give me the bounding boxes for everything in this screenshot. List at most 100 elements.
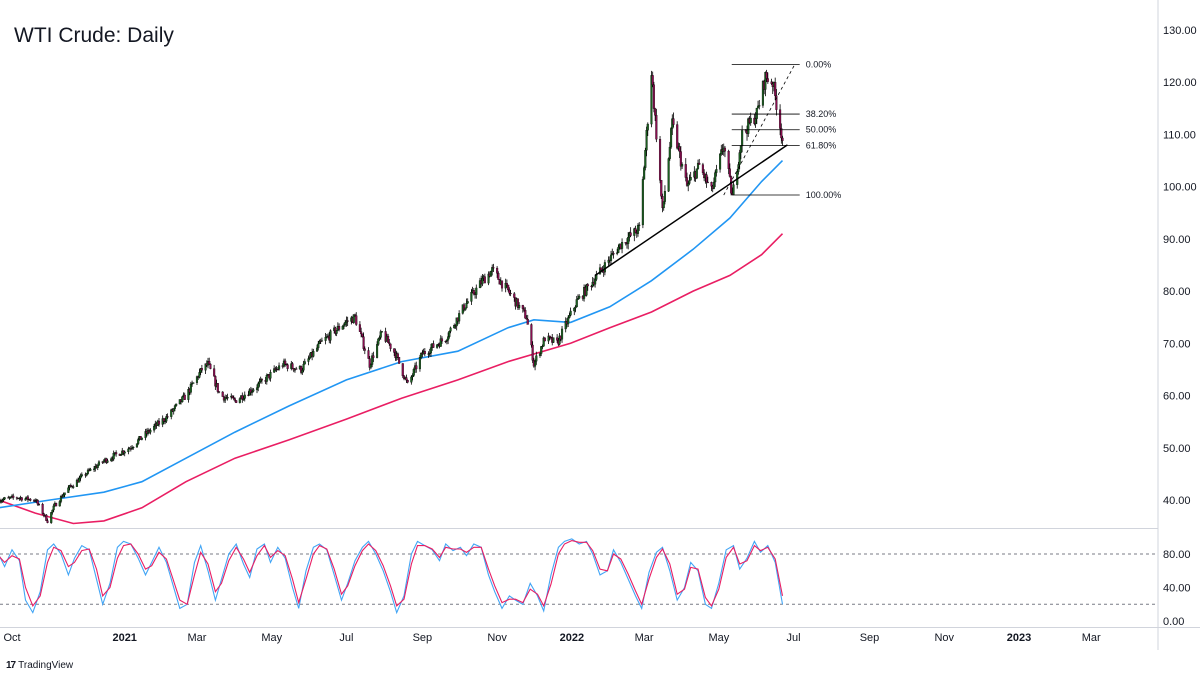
- candle-body: [37, 503, 41, 506]
- candle-body: [600, 267, 603, 271]
- candle-body: [660, 180, 663, 197]
- candle-body: [367, 350, 370, 359]
- candle-body: [355, 315, 358, 325]
- candle-body: [79, 475, 82, 479]
- candle-body: [389, 343, 392, 349]
- price-tick-label: 90.00: [1163, 234, 1191, 246]
- rsi-tick-label: 0.00: [1163, 616, 1184, 628]
- candle-body: [295, 368, 298, 370]
- candle-body: [689, 176, 692, 181]
- candle-body: [568, 315, 571, 318]
- candle-body: [342, 324, 346, 327]
- candle-body: [676, 124, 679, 149]
- candle-body: [398, 357, 401, 364]
- candle-body: [695, 168, 698, 179]
- candle-body: [638, 224, 641, 226]
- candle-body: [388, 342, 391, 345]
- candle-body: [518, 304, 521, 308]
- candle-body: [338, 325, 341, 330]
- candle-body: [667, 158, 670, 192]
- candle-body: [380, 331, 384, 333]
- candle-body: [464, 307, 467, 311]
- candle-body: [235, 400, 238, 403]
- time-tick-label: Oct: [3, 632, 20, 644]
- candle-body: [578, 295, 581, 299]
- candle-body: [317, 343, 320, 349]
- price-tick-label: 130.00: [1163, 25, 1197, 37]
- candle-body: [36, 500, 39, 505]
- candle-body: [233, 398, 237, 401]
- candle-body: [540, 346, 543, 354]
- candle-body: [432, 343, 435, 348]
- candle-body: [723, 147, 727, 152]
- candle-body: [646, 123, 649, 131]
- candle-body: [636, 225, 640, 234]
- chart-title: WTI Crude: Daily: [14, 24, 174, 47]
- candle-body: [415, 365, 418, 370]
- candle-body: [487, 273, 490, 284]
- candle-body: [505, 283, 508, 286]
- candle-body: [698, 162, 701, 165]
- candle-body: [645, 130, 648, 151]
- candle-body: [429, 347, 433, 354]
- candle-body: [278, 365, 281, 370]
- candle-body: [779, 109, 782, 129]
- candle-body: [284, 360, 287, 365]
- candle-body: [258, 381, 261, 384]
- candle-body: [315, 347, 319, 352]
- candle-body: [393, 348, 396, 353]
- candle-body: [423, 351, 426, 355]
- candle-body: [55, 503, 58, 507]
- candle-body: [569, 310, 572, 316]
- candle-body: [765, 72, 768, 79]
- candle-body: [361, 333, 364, 337]
- candle-body: [3, 497, 6, 500]
- candle-body: [652, 84, 655, 109]
- tradingview-watermark: 17 TradingView: [6, 660, 73, 671]
- candle-body: [170, 409, 173, 417]
- time-tick-label: May: [708, 632, 729, 644]
- candle-body: [617, 246, 620, 253]
- rsi-tick-label: 40.00: [1163, 583, 1191, 595]
- candle-body: [440, 338, 444, 342]
- candle-body: [301, 370, 304, 373]
- candle-body: [663, 191, 666, 202]
- candle-body: [102, 460, 105, 463]
- candle-body: [678, 146, 681, 152]
- candle-body: [368, 358, 371, 368]
- candle-body: [232, 397, 235, 399]
- candle-body: [749, 117, 752, 124]
- candle-body: [41, 503, 44, 514]
- candle-body: [738, 152, 741, 165]
- candle-body: [621, 242, 624, 249]
- candle-body: [629, 232, 632, 236]
- candle-body: [747, 118, 750, 134]
- candle-body: [344, 322, 347, 325]
- candle-body: [567, 317, 570, 325]
- candle-body: [524, 310, 527, 319]
- candle-body: [681, 164, 684, 167]
- candle-body: [378, 337, 381, 340]
- candle-body: [679, 151, 682, 167]
- candle-body: [217, 391, 221, 393]
- candle-body: [411, 375, 414, 378]
- ma-fast-line: [0, 160, 784, 509]
- time-tick-label: Nov: [934, 632, 954, 644]
- candle-body: [727, 150, 730, 169]
- candle-body: [643, 167, 646, 180]
- candle-body: [780, 128, 783, 139]
- candle-body: [715, 169, 718, 173]
- candle-body: [260, 379, 263, 381]
- candle-body: [696, 162, 700, 169]
- candle-body: [658, 139, 662, 181]
- candle-body: [668, 146, 671, 159]
- candle-body: [774, 82, 777, 96]
- candle-body: [542, 337, 545, 347]
- candle-body: [448, 331, 451, 337]
- candle-body: [470, 292, 473, 302]
- candle-body: [475, 287, 478, 295]
- candle-body: [770, 81, 773, 84]
- candle-body: [358, 324, 361, 332]
- candle-body: [755, 107, 758, 119]
